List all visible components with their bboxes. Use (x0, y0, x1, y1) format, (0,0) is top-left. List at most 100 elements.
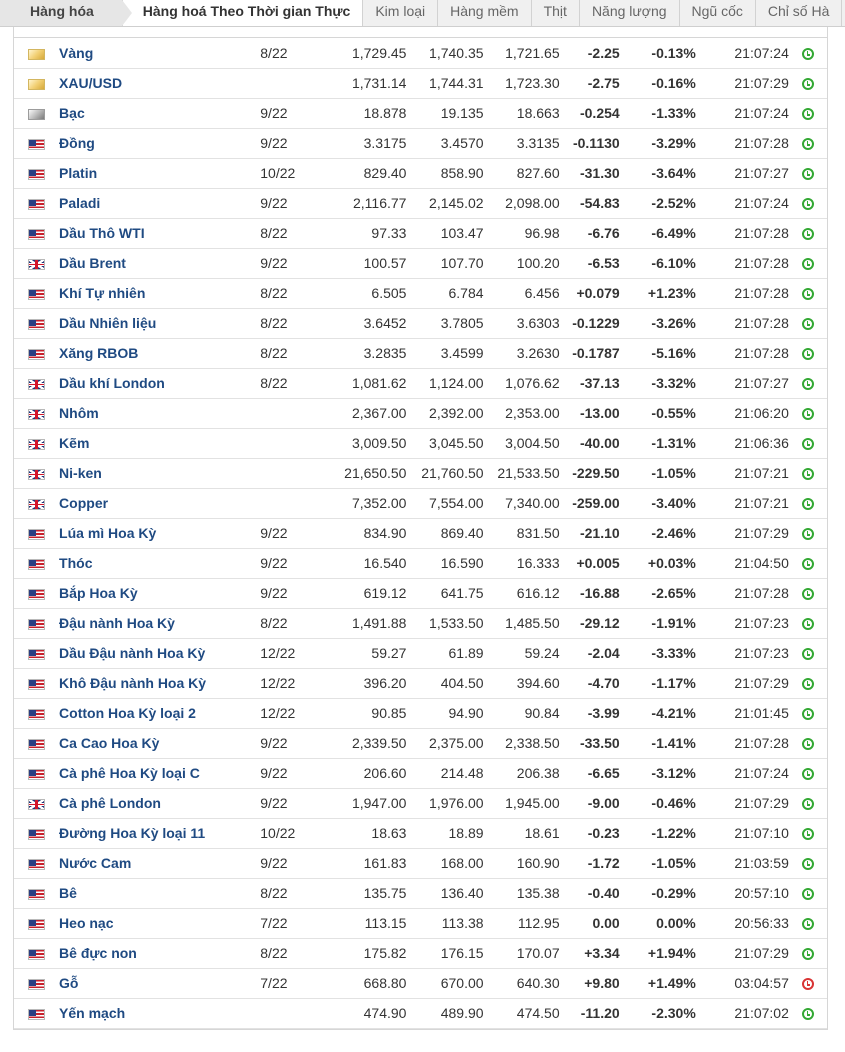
low-price: 135.38 (483, 878, 560, 909)
table-row[interactable]: Bê đực non 8/22 175.82 176.15 170.07 +3.34 +1.… (14, 938, 827, 969)
commodity-name-link[interactable]: Khô Đậu nành Hoa Kỳ (59, 668, 240, 699)
commodity-name-link[interactable]: Ni-ken (59, 458, 240, 489)
commodity-name-link[interactable]: Dầu Thô WTI (59, 218, 240, 249)
table-row[interactable]: Khô Đậu nành Hoa Kỳ 12/22 396.20 404.50 394.… (14, 668, 827, 699)
table-row[interactable]: Heo nạc 7/22 113.15 113.38 112.95 0.00 0.00% 20… (14, 908, 827, 939)
commodity-name-link[interactable]: Bê đực non (59, 938, 240, 969)
table-row[interactable]: Copper 7,352.00 7,554.00 7,340.00 -259.00 -3.… (14, 488, 827, 519)
commodity-name-link[interactable]: Nhôm (59, 398, 240, 429)
last-price: 100.57 (339, 248, 407, 279)
change-value: -54.83 (559, 188, 620, 219)
tab-grains[interactable]: Ngũ cốc (680, 0, 756, 26)
commodity-name-link[interactable]: Đồng (59, 128, 240, 159)
low-price: 831.50 (483, 518, 560, 549)
commodity-name-link[interactable]: Ca Cao Hoa Kỳ (59, 728, 240, 759)
table-row[interactable]: Cà phê London 9/22 1,947.00 1,976.00 1,945.0… (14, 788, 827, 819)
tab-commodities[interactable]: Hàng hóa (0, 0, 132, 26)
table-row[interactable]: Gỗ 7/22 668.80 670.00 640.30 +9.80 +1.49% 03:04… (14, 968, 827, 999)
flag-cell (14, 908, 60, 939)
commodity-name-link[interactable]: Bắp Hoa Kỳ (59, 578, 240, 609)
flag-cell (14, 998, 60, 1029)
flag-cell (14, 848, 60, 879)
table-row[interactable]: Cà phê Hoa Kỳ loại C 9/22 206.60 214.48 206.… (14, 758, 827, 789)
table-row[interactable]: Ca Cao Hoa Kỳ 9/22 2,339.50 2,375.00 2,338.5… (14, 728, 827, 759)
commodity-name-link[interactable]: Heo nạc (59, 908, 240, 939)
commodity-name-link[interactable]: Cotton Hoa Kỳ loại 2 (59, 698, 240, 729)
low-price: 3,004.50 (483, 428, 560, 459)
high-price: 107.70 (406, 248, 484, 279)
market-status-cell (788, 818, 827, 849)
table-row[interactable]: Dầu Nhiên liệu 8/22 3.6452 3.7805 3.6303 -0.1… (14, 308, 827, 339)
commodity-name-link[interactable]: Dầu Brent (59, 248, 240, 279)
table-row[interactable]: Xăng RBOB 8/22 3.2835 3.4599 3.2630 -0.1787 -5… (14, 338, 827, 369)
table-row[interactable]: Kẽm 3,009.50 3,045.50 3,004.50 -40.00 -1.31% 2… (14, 428, 827, 459)
change-value: -2.25 (559, 38, 620, 69)
commodity-name-link[interactable]: Bạc (59, 98, 240, 129)
change-percent: -3.40% (619, 488, 696, 519)
tab-metals[interactable]: Kim loại (363, 0, 439, 26)
table-row[interactable]: XAU/USD 1,731.14 1,744.31 1,723.30 -2.75 -0.1… (14, 68, 827, 99)
commodity-name-link[interactable]: Nước Cam (59, 848, 240, 879)
commodity-name-link[interactable]: Platin (59, 158, 240, 189)
commodity-name-link[interactable]: Copper (59, 488, 240, 519)
commodity-name-link[interactable]: Đường Hoa Kỳ loại 11 (59, 818, 240, 849)
tab-realtime-commodities[interactable]: Hàng hoá Theo Thời gian Thực (122, 0, 364, 26)
tab-meats[interactable]: Thịt (532, 0, 580, 26)
tab-softs[interactable]: Hàng mềm (438, 0, 532, 26)
commodity-name-link[interactable]: Yến mạch (59, 998, 240, 1029)
contract-month (239, 458, 340, 489)
table-row[interactable]: Nhôm 2,367.00 2,392.00 2,353.00 -13.00 -0.55%… (14, 398, 827, 429)
table-row[interactable]: Paladi 9/22 2,116.77 2,145.02 2,098.00 -54.83… (14, 188, 827, 219)
commodity-name-link[interactable]: Dầu Đậu nành Hoa Kỳ (59, 638, 240, 669)
commodity-name-link[interactable]: Bê (59, 878, 240, 909)
table-row[interactable]: Khí Tự nhiên 8/22 6.505 6.784 6.456 +0.079 +1.… (14, 278, 827, 309)
table-row[interactable]: Dầu Đậu nành Hoa Kỳ 12/22 59.27 61.89 59.24-… (14, 638, 827, 669)
table-row[interactable]: Dầu Thô WTI 8/22 97.33 103.47 96.98 -6.76 -6.4… (14, 218, 827, 249)
table-row[interactable]: Cotton Hoa Kỳ loại 2 12/22 90.85 94.90 90.84… (14, 698, 827, 729)
table-row[interactable]: Yến mạch 474.90 489.90 474.50 -11.20 -2.30% 21… (14, 998, 827, 1029)
table-row[interactable]: Đồng 9/22 3.3175 3.4570 3.3135 -0.1130 -3.29% 2… (14, 128, 827, 159)
table-row[interactable]: Lúa mì Hoa Kỳ 9/22 834.90 869.40 831.50 -21.1… (14, 518, 827, 549)
table-row[interactable]: Ni-ken 21,650.50 21,760.50 21,533.50 -229.50… (14, 458, 827, 489)
commodity-name-link[interactable]: Dầu Nhiên liệu (59, 308, 240, 339)
last-price: 161.83 (339, 848, 407, 879)
market-open-clock-icon (801, 258, 814, 271)
table-row[interactable]: Đường Hoa Kỳ loại 11 10/22 18.63 18.89 18.61… (14, 818, 827, 849)
high-price: 21,760.50 (406, 458, 484, 489)
low-price: 21,533.50 (483, 458, 560, 489)
update-time: 20:57:10 (695, 878, 789, 909)
commodity-name-link[interactable]: Cà phê London (59, 788, 240, 819)
tab-indices[interactable]: Chỉ số Hà (756, 0, 843, 26)
high-price: 136.40 (406, 878, 484, 909)
commodity-name-link[interactable]: Đậu nành Hoa Kỳ (59, 608, 240, 639)
market-open-clock-icon (801, 108, 814, 121)
table-row[interactable]: Dầu khí London 8/22 1,081.62 1,124.00 1,076.… (14, 368, 827, 399)
commodity-name-link[interactable]: Thóc (59, 548, 240, 579)
table-row[interactable]: Vàng 8/22 1,729.45 1,740.35 1,721.65 -2.25 -0.… (14, 38, 827, 69)
commodity-name-link[interactable]: Cà phê Hoa Kỳ loại C (59, 758, 240, 789)
commodity-name-link[interactable]: Gỗ (59, 968, 240, 999)
commodity-name-link[interactable]: Khí Tự nhiên (59, 278, 240, 309)
commodity-name-link[interactable]: Paladi (59, 188, 240, 219)
table-row[interactable]: Platin 10/22 829.40 858.90 827.60 -31.30 -3.64… (14, 158, 827, 189)
flag-cell (14, 278, 60, 309)
commodity-name-link[interactable]: Lúa mì Hoa Kỳ (59, 518, 240, 549)
table-row[interactable]: Nước Cam 9/22 161.83 168.00 160.90 -1.72 -1.05… (14, 848, 827, 879)
table-row[interactable]: Đậu nành Hoa Kỳ 8/22 1,491.88 1,533.50 1,485… (14, 608, 827, 639)
commodity-name-link[interactable]: Xăng RBOB (59, 338, 240, 369)
market-status-cell (788, 248, 827, 279)
commodity-name-link[interactable]: Dầu khí London (59, 368, 240, 399)
table-row[interactable]: Bạc 9/22 18.878 19.135 18.663 -0.254 -1.33% 21:… (14, 98, 827, 129)
commodity-name-link[interactable]: XAU/USD (59, 68, 240, 99)
table-row[interactable]: Thóc 9/22 16.540 16.590 16.333 +0.005 +0.03% 21… (14, 548, 827, 579)
commodity-name-link[interactable]: Kẽm (59, 428, 240, 459)
high-price: 869.40 (406, 518, 484, 549)
tab-energy[interactable]: Năng lượng (580, 0, 680, 26)
table-row[interactable]: Bê 8/22 135.75 136.40 135.38 -0.40 -0.29% 20:57… (14, 878, 827, 909)
low-price: 18.663 (483, 98, 560, 129)
table-row[interactable]: Bắp Hoa Kỳ 9/22 619.12 641.75 616.12 -16.88 -2… (14, 578, 827, 609)
uk-flag-icon (28, 498, 45, 510)
table-row[interactable]: Dầu Brent 9/22 100.57 107.70 100.20 -6.53 -6.1… (14, 248, 827, 279)
commodity-name-link[interactable]: Vàng (59, 38, 240, 69)
last-price: 474.90 (339, 998, 407, 1029)
